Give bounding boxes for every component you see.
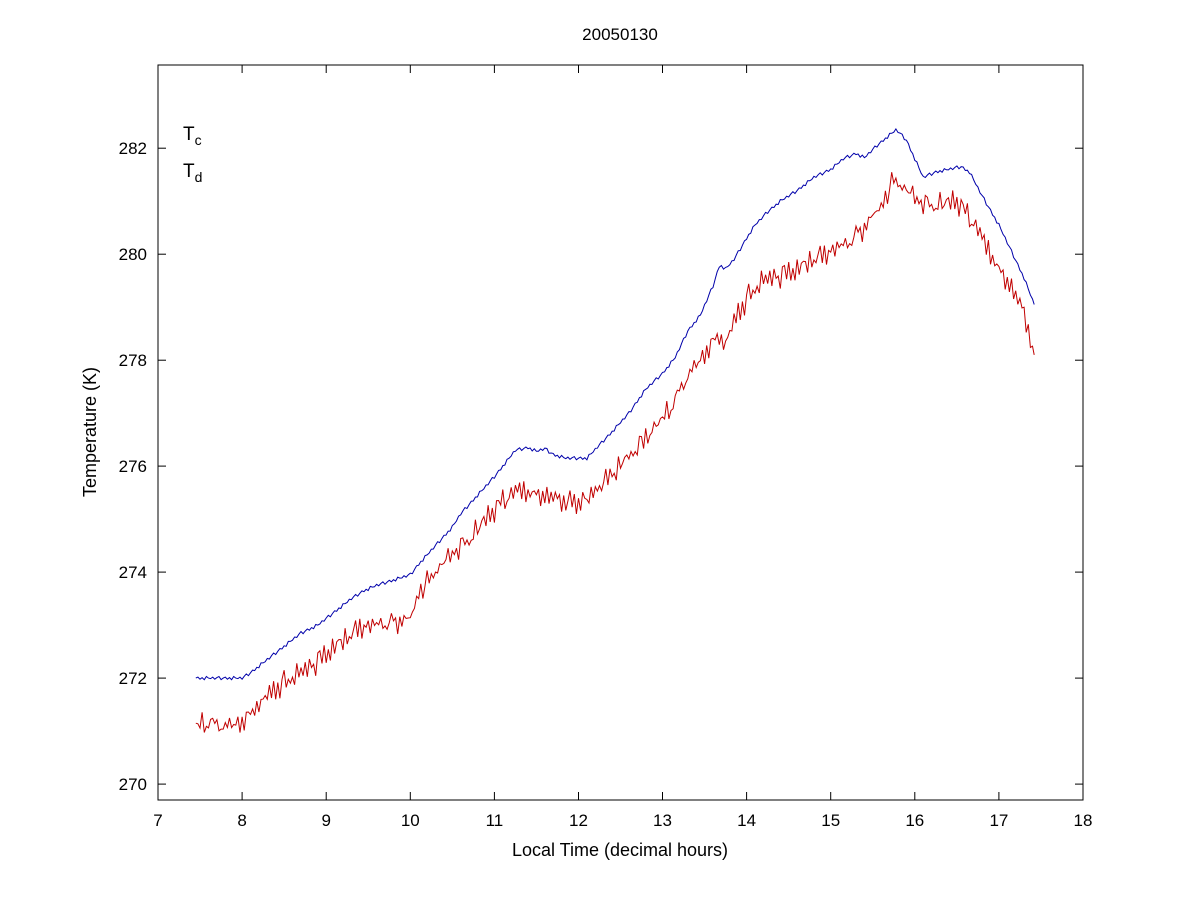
plot-area <box>157 64 1084 801</box>
x-tick-label: 18 <box>1074 811 1093 830</box>
y-tick-label: 274 <box>119 563 147 582</box>
x-axis-label: Local Time (decimal hours) <box>512 840 728 860</box>
x-tick-label: 11 <box>486 811 504 830</box>
y-tick-label: 270 <box>119 775 147 794</box>
x-tick-label: 15 <box>821 811 840 830</box>
td-series-line <box>195 172 1035 733</box>
legend-tc-main: T <box>183 124 195 145</box>
x-tick-label: 7 <box>153 811 162 830</box>
tc-series-line <box>195 127 1035 681</box>
legend-td-main: T <box>183 161 195 182</box>
legend-td-sub: d <box>195 169 203 185</box>
y-tick-label: 272 <box>119 669 147 688</box>
x-tick-label: 8 <box>237 811 246 830</box>
x-tick-label: 9 <box>321 811 330 830</box>
x-tick-label: 13 <box>653 811 672 830</box>
x-tick-label: 12 <box>569 811 588 830</box>
legend-tc-sub: c <box>195 132 202 148</box>
chart-title: 20050130 <box>582 25 658 44</box>
y-tick-label: 276 <box>119 457 147 476</box>
y-axis-label: Temperature (K) <box>80 367 100 497</box>
x-tick-label: 10 <box>401 811 420 830</box>
legend-tc: Tc <box>183 124 202 148</box>
y-tick-label: 278 <box>119 351 147 370</box>
y-tick-label: 280 <box>119 245 147 264</box>
axis-ticks: 7 8 9 10 11 12 13 14 15 16 17 18 270 272 274 276 278 280 2… <box>119 65 1093 830</box>
x-tick-label: 16 <box>905 811 924 830</box>
legend-td: Td <box>183 161 202 185</box>
x-tick-label: 14 <box>737 811 756 830</box>
x-tick-label: 17 <box>989 811 1008 830</box>
y-tick-label: 282 <box>119 139 147 158</box>
